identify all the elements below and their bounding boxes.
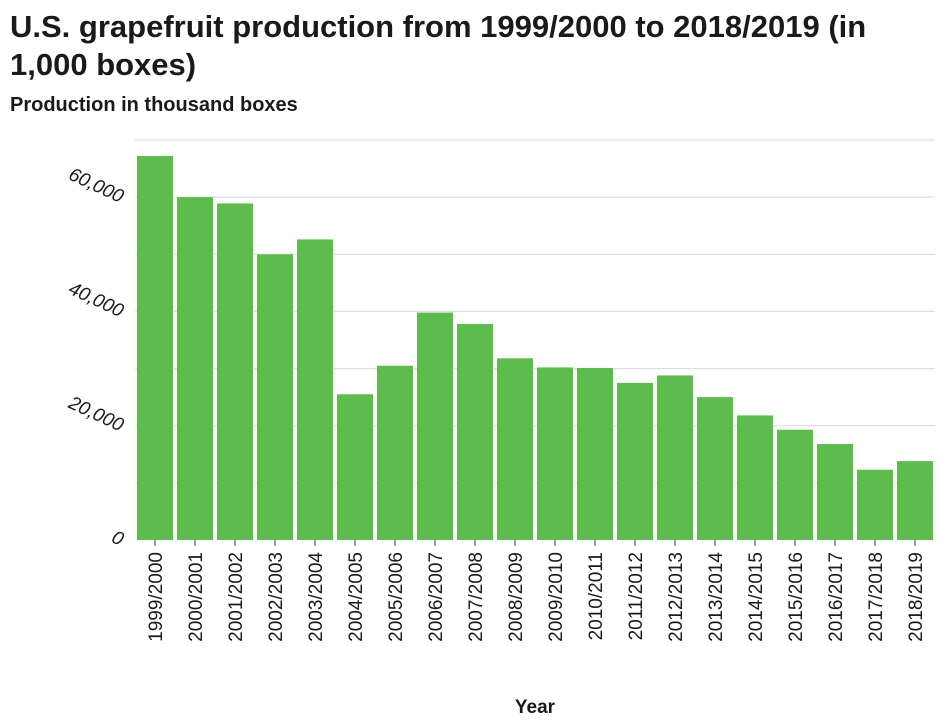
bar-2018-2019 (897, 461, 933, 540)
bar-2012-2013 (657, 375, 693, 540)
bar-2006-2007 (417, 312, 453, 540)
bar-2017-2018 (857, 469, 893, 540)
x-tick-label: 2017/2018 (866, 552, 887, 642)
x-tick-label: 2002/2003 (266, 552, 287, 642)
bar-2009-2010 (537, 367, 573, 540)
x-tick-label: 2018/2019 (906, 552, 927, 642)
bar-2015-2016 (777, 429, 813, 540)
x-axis-label: Year (515, 697, 556, 718)
x-tick-label: 2007/2008 (466, 552, 487, 642)
x-tick-label: 2006/2007 (426, 552, 447, 642)
bar-2003-2004 (297, 239, 333, 540)
gridlines (135, 139, 935, 484)
x-tick-label: 2010/2011 (586, 552, 607, 640)
bar-2011-2012 (617, 382, 653, 540)
x-tick-label: 1999/2000 (146, 552, 167, 642)
y-tick-label: 60,000 (65, 164, 127, 208)
bar-2014-2015 (737, 415, 773, 540)
x-tick-label: 2015/2016 (786, 552, 807, 642)
bar-2005-2006 (377, 365, 413, 540)
bar-2004-2005 (337, 394, 373, 540)
x-tick-label: 2001/2002 (226, 552, 247, 642)
x-tick-labels: 1999/2000 2000/2001 2001/2002 2002/2003 2003… (146, 540, 927, 642)
x-tick-label: 2013/2014 (706, 552, 727, 642)
x-tick-label: 2009/2010 (546, 552, 567, 642)
y-tick-label: 40,000 (65, 278, 127, 322)
bar-2001-2002 (217, 203, 253, 540)
x-tick-label: 2003/2004 (306, 552, 327, 642)
bar-2013-2014 (697, 397, 733, 540)
x-tick-label: 2011/2012 (626, 552, 647, 640)
x-tick-label: 2004/2005 (346, 552, 367, 642)
x-tick-label: 2005/2006 (386, 552, 407, 642)
bar-2010-2011 (577, 368, 613, 540)
bar-2000-2001 (177, 197, 213, 540)
x-tick-label: 2012/2013 (666, 552, 687, 642)
bar-2002-2003 (257, 254, 293, 541)
y-axis-label: Production in thousand boxes (10, 94, 298, 116)
x-tick-label: 2016/2017 (826, 552, 847, 642)
y-tick-labels: 0 20,000 40,000 60,000 (64, 164, 127, 551)
x-tick-label: 2000/2001 (186, 552, 207, 642)
y-tick-label: 0 (108, 527, 127, 551)
bar-2008-2009 (497, 358, 533, 540)
x-tick-label: 2008/2009 (506, 552, 527, 642)
y-tick-label: 20,000 (64, 392, 127, 436)
bar-2016-2017 (817, 444, 853, 540)
chart-title: U.S. grapefruit production from 1999/200… (10, 9, 867, 82)
bars (137, 156, 933, 541)
bar-2007-2008 (457, 324, 493, 540)
x-tick-label: 2014/2015 (746, 552, 767, 642)
bar-1999-2000 (137, 156, 173, 540)
